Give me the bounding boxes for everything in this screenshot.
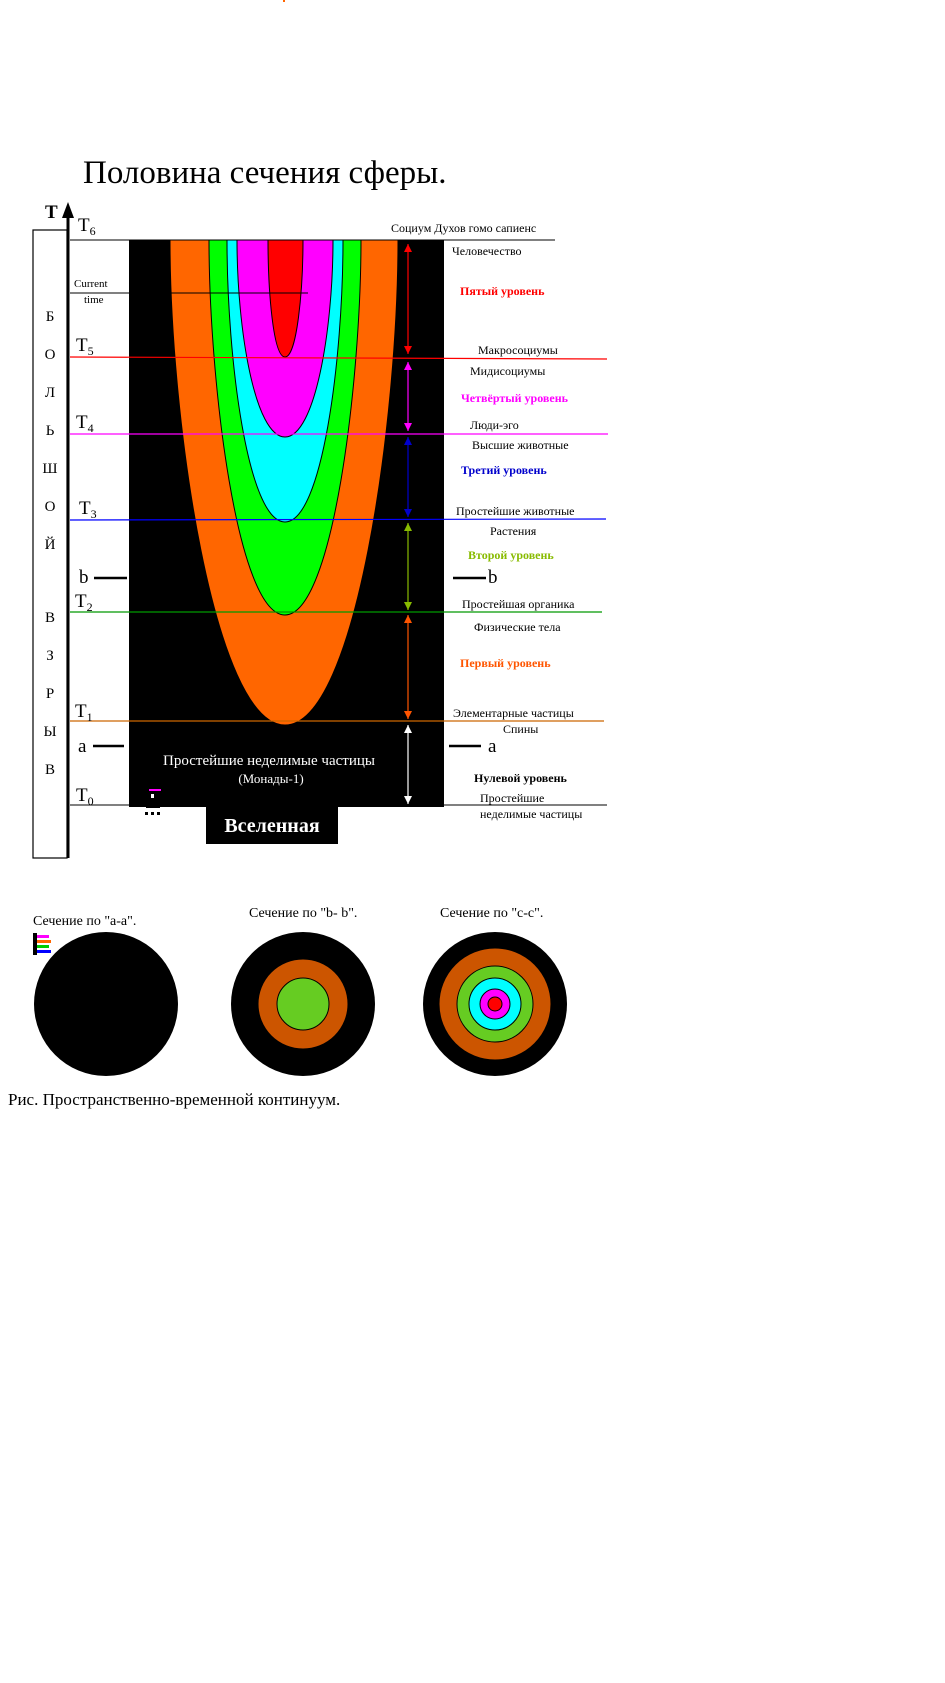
current-time-suffix: e (129, 296, 133, 306)
section-aa-icon (33, 933, 51, 955)
section-bb-label: Сечение по "b- b". (249, 906, 357, 921)
level-zero: Нулевой уровень (474, 771, 568, 785)
time-tick-label: T1 (75, 701, 93, 724)
small-figure-icon (144, 785, 162, 815)
vertical-word-letter: З (46, 648, 54, 664)
page-title: Половина сечения сферы. (83, 155, 447, 191)
label-macro: Макросоциумы (478, 343, 558, 357)
time-tick-label: T3 (79, 498, 97, 521)
label-spins: Спины (503, 722, 538, 736)
level-third: Третий уровень (461, 463, 547, 477)
label-simple-organic: Простейшая органика (462, 597, 575, 611)
figure-caption: Рис. Пространственно-временной континуум… (8, 1090, 341, 1109)
label-humanity: Человечество (452, 244, 522, 258)
vertical-word-letter: Р (46, 686, 54, 702)
current-time-label-1: Current (74, 278, 108, 290)
vertical-word-letter: Б (46, 309, 55, 325)
line-t3 (69, 518, 607, 521)
vertical-word: Б О Л Ь Ш О Й В З Р Ы В (42, 309, 57, 778)
line-t5 (69, 356, 608, 360)
inner-text-line-1: Простейшие неделимые частицы (163, 753, 375, 769)
vertical-word-box (32, 229, 68, 859)
section-cc-disk (423, 932, 567, 1076)
vertical-word-letter: О (45, 347, 56, 363)
current-time-label-2: time (84, 294, 104, 306)
vertical-word-letter: Ы (43, 724, 56, 740)
section-aa-label: Сечение по "а-а". (33, 914, 136, 929)
time-axis-arrow (62, 202, 74, 218)
universe-base (206, 806, 338, 844)
time-tick-label: T2 (75, 591, 93, 614)
artifact-dot (283, 0, 285, 2)
time-axis-label: Т (45, 202, 58, 223)
label-physical: Физические тела (474, 620, 561, 634)
time-tick-labels: T6 T5 T4 T3 T2 T1 T0 (75, 215, 97, 808)
section-bb-disk (231, 932, 375, 1076)
universe-label: Вселенная (224, 815, 319, 837)
vertical-word-letter: Л (45, 385, 55, 401)
label-elementary: Элементарные частицы (453, 706, 574, 720)
level-second: Второй уровень (468, 548, 554, 562)
vertical-word-letter: Й (45, 536, 56, 553)
time-tick-label: T5 (76, 335, 94, 358)
label-higher-animals: Высшие животные (472, 438, 569, 452)
layer-fifth-red (267, 239, 304, 358)
vertical-word-letter: Ш (42, 461, 57, 477)
level-fifth: Пятый уровень (460, 284, 545, 298)
section-mark-a-right: a (488, 736, 497, 757)
label-top: Социум Духов гомо сапиенс (391, 221, 536, 235)
time-tick-label: T0 (76, 785, 94, 808)
label-simple-animals: Простейшие животные (456, 504, 574, 518)
section-mark-b-left: b (79, 567, 89, 588)
level-first: Первый уровень (460, 656, 551, 670)
label-simplest-2: неделимые частицы (480, 807, 582, 821)
section-cc-label: Сечение по "с-с". (440, 906, 543, 921)
label-simplest-1: Простейшие (480, 791, 544, 805)
time-tick-label: T6 (78, 215, 96, 238)
section-aa-disk (34, 932, 178, 1076)
section-mark-a-left: a (78, 736, 87, 757)
label-ego: Люди-эго (470, 418, 519, 432)
vertical-word-letter: О (45, 499, 56, 515)
vertical-word-letter: В (45, 610, 55, 626)
level-arrows (404, 244, 412, 804)
vertical-word-letter: В (45, 762, 55, 778)
level-fourth: Четвёртый уровень (461, 391, 569, 405)
vertical-word-letter: Ь (46, 423, 55, 439)
label-plants: Растения (490, 524, 537, 538)
section-mark-b-right: b (488, 567, 498, 588)
inner-text-line-2: (Монады-1) (238, 771, 303, 786)
time-tick-label: T4 (76, 412, 94, 435)
right-labels: Социум Духов гомо сапиенс Человечество М… (391, 221, 582, 821)
level-names: Пятый уровень Четвёртый уровень Третий у… (460, 284, 569, 785)
label-midi: Мидисоциумы (470, 364, 545, 378)
